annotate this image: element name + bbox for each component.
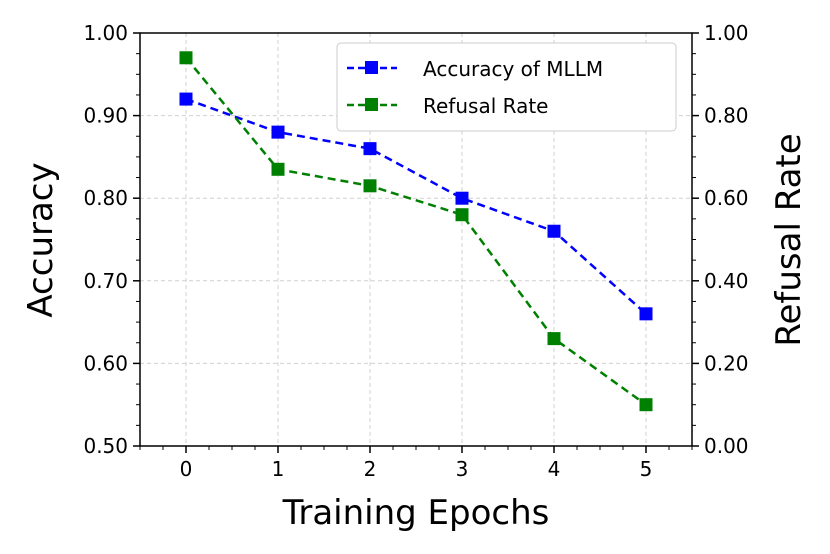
y2-tick-label: 0.40 <box>704 269 749 293</box>
series-0-point <box>271 125 285 139</box>
y2-tick-label: 0.80 <box>704 104 749 128</box>
series-1-point <box>639 398 653 412</box>
y-tick-label: 0.80 <box>83 186 128 210</box>
series-line-0 <box>185 97 647 315</box>
legend-marker-refusal <box>365 98 378 111</box>
series-0-point <box>455 191 469 205</box>
series-1-point <box>271 162 285 176</box>
x-tick-label: 3 <box>456 457 469 481</box>
series-0-point <box>363 142 377 156</box>
legend-label-accuracy: Accuracy of MLLM <box>423 57 603 81</box>
y2-tick-label: 0.20 <box>704 351 749 375</box>
series-0-point <box>547 224 561 238</box>
x-axis-title: Training Epochs <box>282 493 550 533</box>
legend: Accuracy of MLLM Refusal Rate <box>336 42 677 132</box>
y-tick-label: 0.90 <box>83 104 128 128</box>
series-line-1 <box>185 56 647 406</box>
series-1-point <box>363 179 377 193</box>
y2-axis-title: Refusal Rate <box>769 133 809 346</box>
series-1-point <box>547 332 561 346</box>
x-tick-label: 5 <box>640 457 653 481</box>
legend-label-refusal: Refusal Rate <box>423 94 548 118</box>
y2-tick-label: 0.60 <box>704 186 749 210</box>
y-tick-label: 0.50 <box>83 434 128 458</box>
x-tick-label: 2 <box>364 457 377 481</box>
y-tick-label: 1.00 <box>83 21 128 45</box>
x-tick-label: 1 <box>272 457 285 481</box>
y-axis-title: Accuracy <box>21 162 61 317</box>
y2-tick-label: 0.00 <box>704 434 749 458</box>
legend-marker-accuracy <box>365 61 378 74</box>
series-1-point <box>455 208 469 222</box>
plot-frame <box>139 32 693 447</box>
y-tick-label: 0.60 <box>83 351 128 375</box>
series-0-point <box>179 92 193 106</box>
x-tick-label: 4 <box>548 457 561 481</box>
ticks-layer: 0 1 2 3 4 5 0.50 0.60 0.70 0.80 0.90 1.00 0.00 0.20 0.… <box>83 21 748 481</box>
y-tick-label: 0.70 <box>83 269 128 293</box>
legend-box <box>336 42 677 132</box>
series-1-point <box>179 51 193 65</box>
series-layer <box>179 51 653 412</box>
y2-tick-label: 1.00 <box>704 21 749 45</box>
series-0-point <box>639 307 653 321</box>
x-tick-label: 0 <box>180 457 193 481</box>
